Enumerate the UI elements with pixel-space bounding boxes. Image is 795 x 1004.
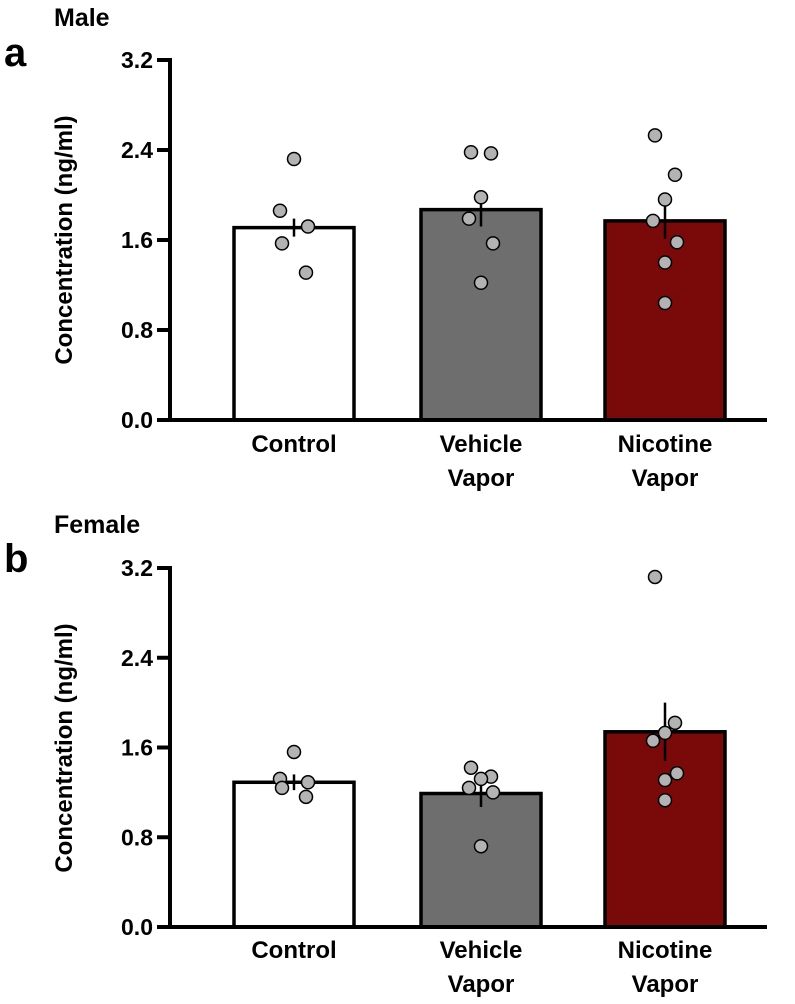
data-point: [473, 838, 489, 854]
panel-male: a Male Concentration (ng/ml) 0.0 0.8 1.6…: [4, 4, 767, 492]
chart-title-female: Female: [54, 511, 140, 539]
data-point: [667, 167, 683, 182]
bar: [603, 219, 727, 422]
y-tick-label: 0.8: [121, 824, 153, 850]
data-point: [300, 775, 316, 790]
data-point: [300, 219, 316, 234]
y-tick-label: 3.2: [121, 47, 153, 73]
data-point: [657, 792, 673, 808]
data-point: [657, 772, 673, 788]
data-point: [473, 275, 489, 290]
y-tick-label: 0.8: [121, 317, 153, 343]
bar-group: [232, 207, 727, 422]
y-ticks: 0.0 0.8 1.6 2.4 3.2: [121, 47, 170, 433]
y-axis-title: Concentration (ng/ml): [51, 623, 78, 872]
data-point: [483, 146, 499, 161]
x-category-label: Vehicle: [440, 937, 523, 964]
data-point: [274, 780, 290, 796]
data-point: [647, 128, 663, 143]
panel-female: b Female Concentration (ng/ml) 0.0 0.8 1…: [4, 511, 767, 998]
point-group: [272, 569, 685, 854]
data-point: [463, 760, 479, 775]
point-group: [272, 128, 685, 311]
data-point: [485, 785, 501, 800]
x-category-label: Control: [251, 937, 336, 964]
data-point: [298, 265, 314, 280]
bar: [232, 780, 356, 929]
y-tick-label: 3.2: [121, 555, 153, 581]
data-point: [286, 744, 302, 760]
data-point: [657, 725, 673, 741]
data-point: [272, 203, 288, 218]
panel-label-b: b: [4, 537, 28, 581]
data-point: [667, 715, 683, 731]
panel-label-a: a: [4, 31, 27, 75]
data-point: [657, 295, 673, 311]
data-point: [473, 190, 489, 205]
y-tick-label: 1.6: [121, 227, 153, 253]
bar: [232, 225, 356, 422]
x-category-label: Vapor: [448, 465, 515, 492]
x-category-label: Vapor: [632, 465, 699, 492]
data-point: [286, 151, 302, 167]
y-tick-label: 0.0: [121, 407, 153, 433]
bar: [419, 791, 543, 929]
x-category-label: Vapor: [448, 971, 515, 998]
data-point: [461, 211, 477, 226]
y-tick-label: 0.0: [121, 914, 153, 940]
data-point: [657, 192, 673, 207]
data-point: [647, 569, 663, 585]
data-point: [669, 235, 685, 250]
chart-title-male: Male: [54, 4, 110, 32]
data-point: [274, 236, 290, 251]
data-point: [645, 733, 661, 749]
x-category-label: Control: [251, 431, 336, 458]
data-point: [669, 766, 685, 781]
x-category-label: Nicotine: [618, 431, 713, 458]
y-ticks: 0.0 0.8 1.6 2.4 3.2: [121, 555, 170, 940]
data-point: [298, 789, 314, 805]
x-category-label: Vehicle: [440, 431, 523, 458]
bar-group: [232, 730, 727, 929]
y-axis-title: Concentration (ng/ml): [51, 115, 78, 364]
x-categories: Control Vehicle Vapor Nicotine Vapor: [251, 937, 712, 998]
data-point: [657, 255, 673, 270]
data-point: [461, 780, 477, 796]
y-tick-label: 2.4: [121, 645, 153, 671]
x-category-label: Vapor: [632, 971, 699, 998]
y-tick-label: 2.4: [121, 137, 153, 163]
y-tick-label: 1.6: [121, 735, 153, 761]
x-categories: Control Vehicle Vapor Nicotine Vapor: [251, 431, 712, 492]
data-point: [485, 236, 501, 251]
x-category-label: Nicotine: [618, 937, 713, 964]
data-point: [473, 771, 489, 787]
data-point: [645, 213, 661, 229]
bar: [419, 207, 543, 422]
bar: [603, 730, 727, 929]
data-point: [463, 145, 479, 160]
